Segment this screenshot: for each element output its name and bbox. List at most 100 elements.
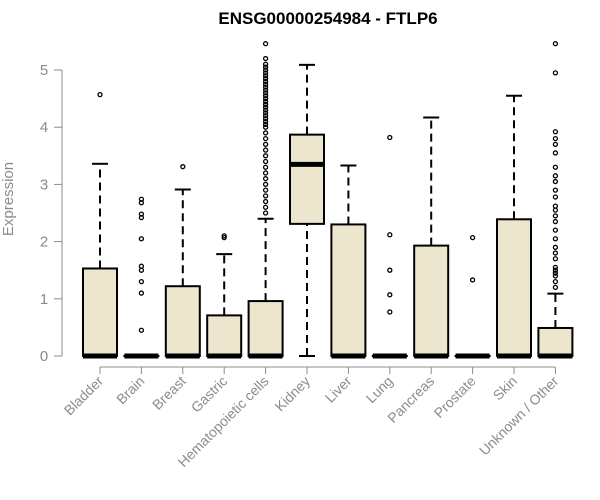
outlier-point xyxy=(262,81,269,87)
outlier-point xyxy=(180,164,186,170)
outlier-point xyxy=(552,129,559,135)
box-group xyxy=(123,196,160,359)
box-rect xyxy=(82,267,118,358)
outlier-point xyxy=(262,198,269,205)
x-tick-label: Liver xyxy=(322,373,355,406)
outlier-point xyxy=(552,256,559,262)
outlier-point xyxy=(262,187,269,193)
outlier-point xyxy=(387,134,393,141)
outlier-point xyxy=(262,110,269,116)
outlier-point xyxy=(138,278,145,285)
outlier-point xyxy=(262,204,269,210)
x-tick-label: Prostate xyxy=(431,373,479,421)
box-group xyxy=(289,63,325,357)
outlier-point xyxy=(387,267,393,273)
outlier-point xyxy=(262,75,269,82)
box-group xyxy=(496,94,532,359)
outlier-point xyxy=(552,264,559,270)
outlier-point xyxy=(262,73,269,79)
outlier-point xyxy=(387,232,393,238)
outlier-point xyxy=(552,236,559,242)
outlier-point xyxy=(262,55,269,62)
outlier-point xyxy=(469,234,476,241)
x-tick-label: Unknown / Other xyxy=(476,373,562,459)
y-tick-label: 3 xyxy=(40,176,48,193)
outlier-point xyxy=(262,176,269,182)
outlier-point xyxy=(552,135,559,142)
outlier-point xyxy=(387,309,393,315)
outlier-point xyxy=(552,141,559,148)
outlier-point xyxy=(221,233,227,239)
outlier-point xyxy=(552,227,559,233)
outlier-point xyxy=(552,284,559,291)
outlier-point xyxy=(262,95,269,102)
box-rect xyxy=(330,223,367,357)
outlier-point xyxy=(262,130,269,136)
box-rect xyxy=(206,314,243,357)
y-tick-label: 0 xyxy=(40,348,48,365)
box-series xyxy=(82,41,574,359)
x-tick-label: Breast xyxy=(149,373,189,413)
x-tick-label: Lung xyxy=(363,373,396,406)
outlier-point xyxy=(97,91,103,98)
box-group xyxy=(82,91,118,359)
box-rect xyxy=(289,133,325,225)
box-group xyxy=(413,116,450,359)
outlier-point xyxy=(138,290,145,296)
outlier-point xyxy=(262,84,269,90)
box-group xyxy=(206,233,243,359)
outlier-point xyxy=(552,41,559,47)
outlier-point xyxy=(262,153,269,159)
outlier-point xyxy=(138,327,145,333)
outlier-point xyxy=(262,41,269,47)
outlier-point xyxy=(138,196,145,202)
box-group xyxy=(247,41,284,359)
box-group xyxy=(164,164,201,359)
box-rect xyxy=(413,244,450,358)
outlier-point xyxy=(387,292,393,298)
outlier-point xyxy=(138,211,145,217)
box-rect xyxy=(247,300,284,358)
outlier-point xyxy=(552,270,559,276)
x-tick-label: Kidney xyxy=(272,373,314,415)
outlier-point xyxy=(138,236,145,242)
outlier-point xyxy=(552,150,559,156)
outlier-point xyxy=(262,181,269,188)
y-axis-label: Expression xyxy=(0,162,17,236)
outlier-point xyxy=(138,263,145,269)
x-tick-label: Skin xyxy=(490,373,521,404)
outlier-point xyxy=(262,70,269,76)
x-tick-label: Bladder xyxy=(61,373,107,419)
outlier-point xyxy=(262,124,269,130)
outlier-point xyxy=(552,173,559,179)
y-tick-label: 1 xyxy=(40,291,48,308)
outlier-point xyxy=(552,218,559,225)
outlier-point xyxy=(262,193,269,199)
x-tick-label: Brain xyxy=(113,373,147,407)
box-rect xyxy=(537,326,574,357)
outlier-point xyxy=(262,93,269,99)
outlier-point xyxy=(262,78,269,85)
outlier-point xyxy=(262,147,269,153)
box-rect xyxy=(164,285,201,357)
outlier-point xyxy=(262,90,269,96)
outlier-point xyxy=(262,115,269,122)
chart-title: ENSG00000254984 - FTLP6 xyxy=(218,9,437,28)
outlier-point xyxy=(262,64,269,70)
y-tick-label: 5 xyxy=(40,62,48,79)
outlier-point xyxy=(552,164,559,170)
outlier-point xyxy=(469,277,476,283)
outlier-point xyxy=(552,267,559,273)
outlier-point xyxy=(262,61,269,67)
outlier-point xyxy=(262,121,269,127)
outlier-point xyxy=(552,244,559,250)
box-group xyxy=(330,164,367,359)
outlier-point xyxy=(552,70,559,76)
outlier-point xyxy=(552,178,559,185)
y-axis: 0 1 2 3 4 5 xyxy=(40,62,63,365)
outlier-point xyxy=(552,278,559,285)
outlier-point xyxy=(262,135,269,142)
y-tick-label: 2 xyxy=(40,234,48,251)
